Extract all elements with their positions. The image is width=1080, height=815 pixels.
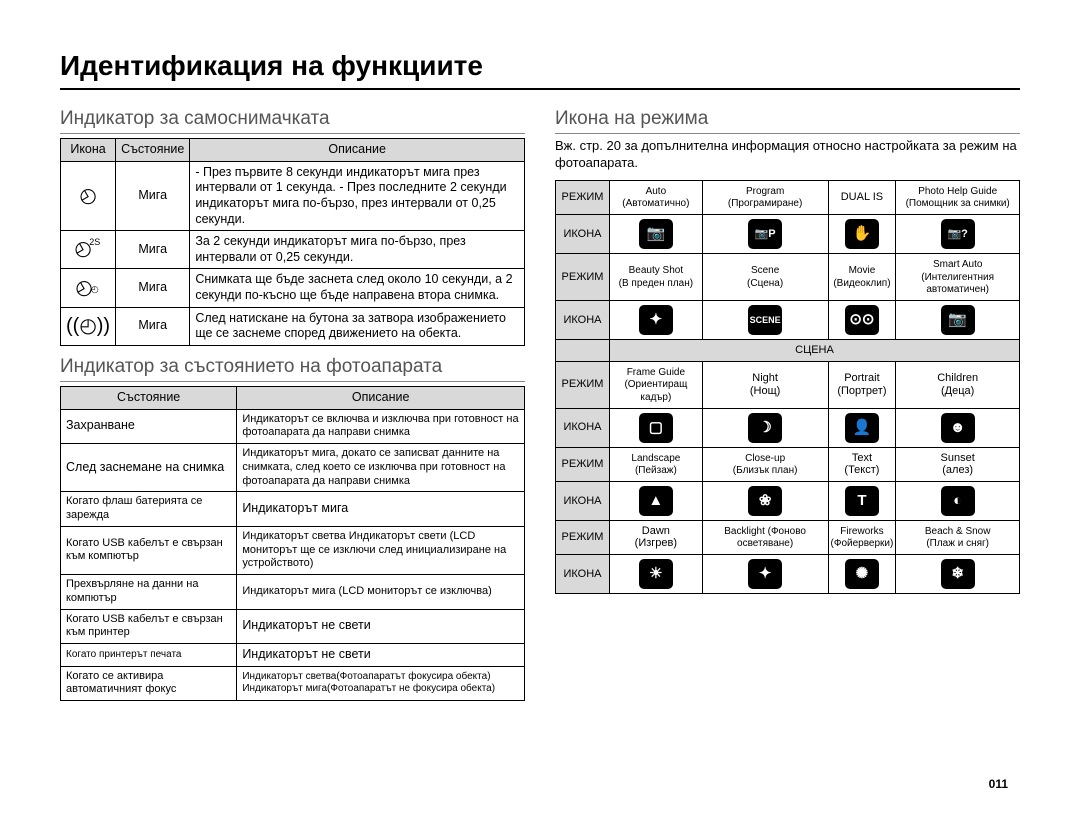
cell-desc: Снимката ще бъде заснета след около 10 с…	[190, 269, 525, 307]
status-table: Състояние Описание ЗахранванеИндикаторът…	[60, 386, 525, 701]
table-row: ◴◴ Мига Снимката ще бъде заснета след ок…	[61, 269, 525, 307]
scene-text-icon: T	[845, 486, 879, 516]
th-state: Състояние	[61, 386, 237, 409]
table-row: Когато се активира автоматичният фокусИн…	[61, 666, 525, 701]
scene-header: СЦЕНА	[610, 339, 1020, 361]
row-label-icon: ИКОНА	[556, 215, 610, 254]
status-heading: Индикатор за състоянието на фотоапарата	[60, 356, 525, 382]
scene-closeup-icon: ❀	[748, 486, 782, 516]
table-row: След заснемане на снимкаИндикаторът мига…	[61, 444, 525, 492]
scene-dawn-icon: ☀	[639, 559, 673, 589]
scene-children-icon: ☻	[941, 413, 975, 443]
scene-backlight-icon: ✦	[748, 559, 782, 589]
mode-beauty-icon: ✦	[639, 305, 673, 335]
th-state: Състояние	[116, 139, 190, 162]
timer-double-icon: ◴◴	[75, 278, 100, 298]
scene-sunset-icon: ◐	[941, 486, 975, 516]
th-icon: Икона	[61, 139, 116, 162]
table-row: Прехвърляне на данни на компютърИндикато…	[61, 575, 525, 610]
mode-note: Вж. стр. 20 за допълнителна информация о…	[555, 138, 1020, 172]
mode-movie-icon: ⊙⊙	[845, 305, 879, 335]
cell-state: Мига	[116, 307, 190, 345]
row-label-mode: РЕЖИМ	[556, 180, 610, 214]
mode-smartauto-icon: 📷	[941, 305, 975, 335]
cell-desc: - През първите 8 секунди индикаторът миг…	[190, 161, 525, 231]
cell-state: Мига	[116, 269, 190, 307]
mode-table: РЕЖИМ Auto(Автоматично) Program(Програми…	[555, 180, 1020, 594]
mode-program-icon: 📷P	[748, 219, 782, 249]
table-row: Когато USB кабелът е свързан към компютъ…	[61, 526, 525, 574]
page-number: 011	[989, 777, 1008, 791]
table-row: ◴2S Мига За 2 секунди индикаторът мига п…	[61, 231, 525, 269]
left-column: Индикатор за самоснимачката Икона Състоя…	[60, 102, 525, 711]
scene-frameguide-icon: ▢	[639, 413, 673, 443]
mode-help-icon: 📷?	[941, 219, 975, 249]
table-row: ЗахранванеИндикаторът се включва и изклю…	[61, 409, 525, 444]
mode-heading: Икона на режима	[555, 108, 1020, 134]
table-row: ◴ Мига - През първите 8 секунди индикато…	[61, 161, 525, 231]
timer-icon: ◴	[79, 186, 96, 206]
table-row: Когато USB кабелът е свързан към принтер…	[61, 609, 525, 644]
table-row: Когато принтерът печатаИндикаторът не св…	[61, 644, 525, 667]
timer-2s-icon: ◴2S	[74, 239, 102, 259]
table-row: Когато флаш батерията се зареждаИндикато…	[61, 492, 525, 527]
scene-beachsnow-icon: ❄	[941, 559, 975, 589]
th-desc: Описание	[237, 386, 525, 409]
scene-landscape-icon: ▲	[639, 486, 673, 516]
table-row: ((◴)) Мига След натискане на бутона за з…	[61, 307, 525, 345]
scene-night-icon: ☽	[748, 413, 782, 443]
scene-portrait-icon: 👤	[845, 413, 879, 443]
right-column: Икона на режима Вж. стр. 20 за допълните…	[555, 102, 1020, 711]
cell-state: Мига	[116, 231, 190, 269]
mode-scene-icon: SCENE	[748, 305, 782, 335]
cell-desc: След натискане на бутона за затвора изоб…	[190, 307, 525, 345]
th-desc: Описание	[190, 139, 525, 162]
selftimer-table: Икона Състояние Описание ◴ Мига - През п…	[60, 138, 525, 346]
page-title: Идентификация на функциите	[60, 50, 1020, 90]
cell-state: Мига	[116, 161, 190, 231]
selftimer-heading: Индикатор за самоснимачката	[60, 108, 525, 134]
cell-desc: За 2 секунди индикаторът мига по-бързо, …	[190, 231, 525, 269]
scene-fireworks-icon: ✺	[845, 559, 879, 589]
mode-dualis-icon: ✋	[845, 219, 879, 249]
motion-timer-icon: ((◴))	[66, 316, 110, 336]
mode-auto-icon: 📷	[639, 219, 673, 249]
